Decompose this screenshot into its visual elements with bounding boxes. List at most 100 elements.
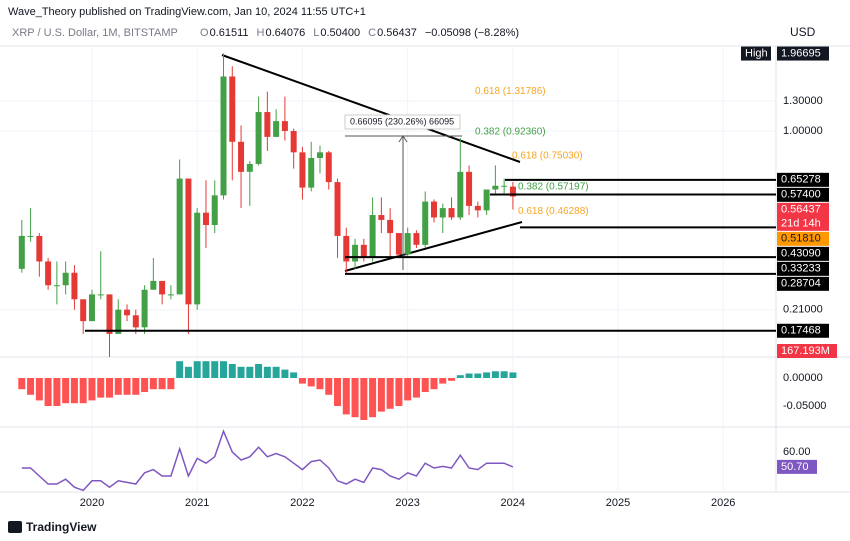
candle-body <box>413 233 420 245</box>
macd-bar <box>509 372 517 378</box>
macd-pane: 0.00000 -0.05000 <box>18 361 826 420</box>
volume-label: 167.193M <box>781 345 830 357</box>
measure-label: 0.66095 (230.26%) 66095 <box>350 116 454 126</box>
price-label: 0.57400 <box>781 189 821 201</box>
candle-body <box>71 272 78 300</box>
x-tick-label: 2026 <box>711 497 735 509</box>
ohlc-key: L <box>313 27 319 39</box>
macd-bar <box>176 361 184 378</box>
candle-body <box>395 233 402 255</box>
macd-bar <box>158 378 166 390</box>
x-tick-label: 2020 <box>80 497 104 509</box>
macd-bar <box>106 378 113 398</box>
price-label: 0.51810 <box>781 233 821 245</box>
candle-body <box>194 212 201 305</box>
candle-body <box>281 121 288 131</box>
ohlc-key: C <box>368 27 376 39</box>
macd-bar <box>500 371 508 378</box>
ohlc-key: O <box>200 27 209 39</box>
countdown: 21d 14h <box>781 218 821 230</box>
macd-bar <box>18 378 26 390</box>
macd-bar <box>220 361 228 378</box>
fib-label: 0.382 (0.57197) <box>518 182 589 193</box>
currency[interactable]: USD <box>790 25 816 39</box>
rsi-label: 50.70 <box>781 461 809 473</box>
macd-bar <box>456 375 464 378</box>
macd-bar <box>141 378 149 392</box>
price-box <box>777 202 829 231</box>
x-tick-label: 2021 <box>185 497 209 509</box>
price-box <box>777 261 829 276</box>
macd-bar <box>421 378 429 392</box>
candle-body <box>220 76 227 196</box>
macd-bar <box>246 366 254 378</box>
candle-body <box>18 235 25 269</box>
high-label: High <box>745 47 768 59</box>
volume-box <box>777 344 837 358</box>
candle-body <box>369 215 376 258</box>
rsi-pane: 60.00 50.70 <box>21 429 817 492</box>
price-label: 0.65278 <box>781 174 821 186</box>
price-label: 1.96695 <box>781 47 821 59</box>
candle-body <box>273 121 280 137</box>
trendline <box>344 221 523 272</box>
macd-bar <box>465 373 473 378</box>
price-label: 0.56437 <box>781 204 821 216</box>
ohlc-value: 0.56437 <box>377 27 417 39</box>
price-label: 0.17468 <box>781 325 821 337</box>
candle-body <box>316 152 323 158</box>
ohlc-value: 0.50400 <box>320 27 360 39</box>
symbol: XRP / U.S. Dollar, 1M, BITSTAMP <box>12 27 178 39</box>
macd-bar <box>70 378 78 404</box>
rsi-box <box>777 459 817 474</box>
candle-body <box>106 294 113 334</box>
macd-bar <box>114 378 122 395</box>
candle-body <box>229 76 236 142</box>
macd-bar <box>272 366 280 378</box>
candle-body <box>352 244 359 262</box>
candle-body <box>45 261 52 286</box>
candle-body <box>325 152 332 183</box>
candle-body <box>334 182 341 236</box>
macd-bar <box>44 378 52 406</box>
candle-body <box>474 205 481 211</box>
y-tick-label: 0.21000 <box>783 304 823 316</box>
macd-bar <box>290 372 298 378</box>
candle-body <box>509 186 516 197</box>
candle-body <box>124 309 131 316</box>
macd-tick-label: -0.05000 <box>783 400 826 412</box>
macd-bar <box>132 378 140 395</box>
candle-body <box>457 171 464 218</box>
candle-body <box>290 131 297 153</box>
candle-body <box>36 235 43 262</box>
macd-bar <box>149 378 157 390</box>
levels: High 1.96695 0.618 (1.31786) 0.382 (0.92360… <box>85 46 837 358</box>
price-box <box>777 172 829 187</box>
candle-body <box>176 178 183 295</box>
brand: TradingView <box>26 520 97 534</box>
price-label: 0.43090 <box>781 248 821 260</box>
ohlc-value: 0.64076 <box>265 27 305 39</box>
trendline <box>221 54 521 163</box>
candle-body <box>264 112 271 137</box>
candle-body <box>430 201 437 218</box>
price-box <box>777 246 829 261</box>
candle-body <box>80 299 87 322</box>
candle-body <box>62 272 69 286</box>
candle-body <box>141 289 148 328</box>
logo <box>8 521 22 533</box>
candle-body <box>202 212 209 226</box>
macd-bar <box>377 378 385 412</box>
grid: 1.30000 1.00000 0.21000 <box>0 46 823 492</box>
macd-tick-label: 0.00000 <box>783 372 823 384</box>
macd-bar <box>386 378 394 409</box>
candle-body <box>308 157 315 188</box>
price-box <box>777 276 829 291</box>
macd-bar <box>62 378 70 404</box>
macd-bar <box>316 378 324 390</box>
macd-bar <box>211 361 219 378</box>
ohlc-legend: O 0.61511 H 0.64076 L 0.50400 C 0.56437 −0.05098… <box>200 27 519 39</box>
candle-body <box>167 294 174 296</box>
price-box <box>777 231 829 246</box>
macd-bar <box>167 378 175 390</box>
